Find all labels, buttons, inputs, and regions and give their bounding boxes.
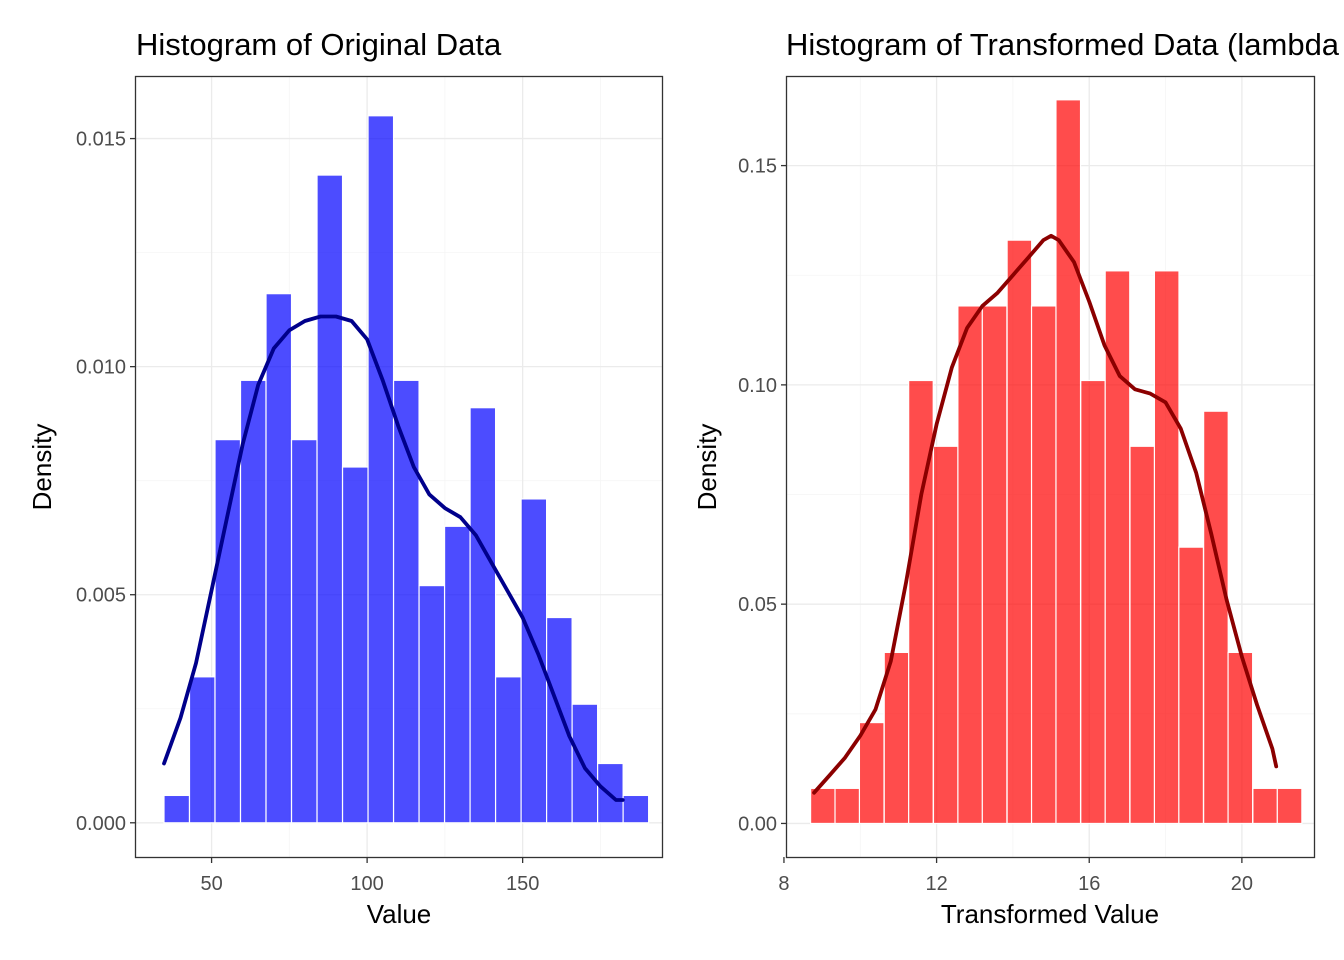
histogram-bar [1080,379,1106,825]
histogram-bar [1153,270,1180,825]
histogram-bar [883,651,910,825]
x-tick-label: 20 [1231,873,1253,895]
histogram-bar [1129,445,1156,825]
left-chart-title: Histogram of Original Data [136,27,502,62]
histogram-bar [834,787,861,825]
left-y-axis-title: Density [27,424,57,511]
histogram-bar [957,305,984,825]
histogram-bar [545,616,573,824]
right-x-ticks: 8 12 16 20 [778,857,1253,895]
x-tick-label: 16 [1078,873,1100,895]
histogram-bar [1030,305,1057,825]
right-chart-title: Histogram of Transformed Data (lambda [786,27,1340,62]
right-panel-border [785,75,1316,859]
histogram-bar [1104,270,1131,825]
histogram-bar [858,721,885,825]
histogram-bar [443,525,471,824]
histogram-bar [981,305,1008,825]
left-x-ticks: 50 100 150 [200,857,539,895]
histogram-bar [265,293,293,824]
right-density [812,233,1279,795]
y-tick-label: 0.005 [76,585,126,607]
left-y-ticks: 0.000 0.005 0.010 0.015 [76,129,136,835]
right-bars [809,99,1303,825]
x-tick-label: 12 [925,873,947,895]
y-tick-label: 0.05 [738,594,777,616]
x-tick-label: 50 [200,873,222,895]
y-tick-label: 0.10 [738,375,777,397]
y-tick-label: 0.15 [738,156,777,178]
histogram-bar [1055,99,1082,825]
y-tick-label: 0.00 [738,813,777,835]
histogram-bar [571,703,599,824]
y-tick-label: 0.010 [76,357,126,379]
histogram-bar [163,794,191,824]
histogram-bar [316,174,344,824]
x-tick-label: 100 [350,873,383,895]
histogram-bar [1276,787,1303,825]
x-tick-label: 8 [778,873,789,895]
left-bars [163,115,650,824]
left-x-axis-title: Value [367,899,432,929]
histogram-bar [418,584,446,824]
histogram-bar [1203,410,1229,825]
left-density [162,314,625,802]
chart-left: Histogram of Original Data 50 100 150 0.00… [27,27,664,929]
histogram-bar [469,407,497,824]
histogram-bar [188,676,216,824]
chart-right: Histogram of Transformed Data (lambda 8 1… [692,27,1340,929]
histogram-bar [214,439,242,824]
histogram-bar [239,379,267,824]
density-curve [162,314,625,802]
histogram-bar [1252,787,1279,825]
histogram-bar [622,794,650,824]
right-x-axis-title: Transformed Value [941,899,1159,929]
histogram-bar [341,466,369,824]
density-curve [812,233,1279,795]
left-panel-border [134,75,664,859]
histogram-bar [290,439,318,824]
histogram-bar [367,115,395,824]
histogram-bar [932,445,959,825]
histogram-bar [1006,239,1033,825]
right-y-axis-title: Density [692,424,722,511]
histogram-bar [908,379,934,825]
histogram-bar [494,676,522,824]
x-tick-label: 150 [506,873,539,895]
right-y-ticks: 0.00 0.05 0.10 0.15 [738,156,787,835]
y-tick-label: 0.015 [76,129,126,151]
histogram-bar [392,379,420,824]
y-tick-label: 0.000 [76,813,126,835]
histogram-bar [1178,546,1205,825]
